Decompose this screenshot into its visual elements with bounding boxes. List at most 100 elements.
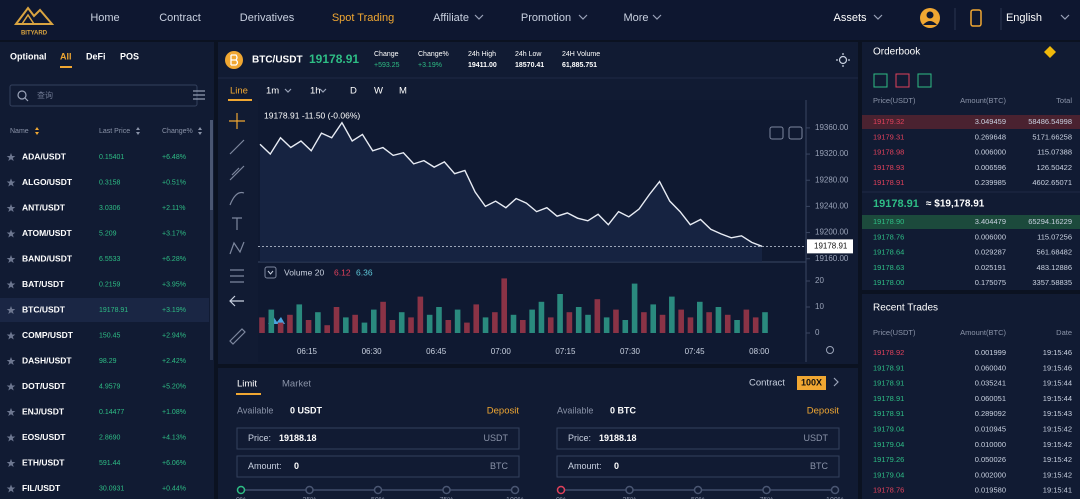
slider-stop[interactable] xyxy=(236,485,246,495)
slider-stop[interactable] xyxy=(830,485,840,495)
favorite-star[interactable] xyxy=(6,255,16,263)
price-value: 19188.18 xyxy=(599,433,637,443)
trade-price: 19179.04 xyxy=(873,470,904,479)
input-label: Price: xyxy=(568,433,591,443)
volume-bar xyxy=(575,307,582,333)
book-view-icon[interactable] xyxy=(873,73,888,88)
nav-link[interactable]: Derivatives xyxy=(240,12,295,24)
app-icon[interactable] xyxy=(970,9,982,27)
market-pair[interactable]: ANT/USDT xyxy=(22,202,66,212)
interval-tab[interactable]: M xyxy=(399,86,407,97)
favorite-star[interactable] xyxy=(6,408,16,416)
trade-price: 19178.76 xyxy=(873,486,904,495)
favorite-star[interactable] xyxy=(6,229,16,238)
favorite-star[interactable] xyxy=(6,357,16,365)
market-pair[interactable]: BTC/USDT xyxy=(22,304,66,314)
slider-stop[interactable] xyxy=(373,485,383,495)
book-cell: 0.029287 xyxy=(975,248,1006,257)
market-pair[interactable]: BAND/USDT xyxy=(22,253,73,263)
market-pair[interactable]: EOS/USDT xyxy=(22,432,66,442)
amount-input[interactable] xyxy=(556,455,840,478)
deposit-link[interactable]: Deposit xyxy=(487,406,520,417)
favorite-star[interactable] xyxy=(6,484,16,493)
price-input[interactable] xyxy=(236,427,520,450)
volume-bar xyxy=(454,309,461,333)
column-header[interactable]: Change% xyxy=(162,128,193,135)
nav-link[interactable]: Promotion xyxy=(521,12,571,24)
column-header[interactable]: Last Price xyxy=(99,128,130,135)
price-input[interactable] xyxy=(556,427,840,450)
slider-stop[interactable] xyxy=(510,485,520,495)
slider-stop[interactable] xyxy=(556,485,566,495)
deposit-link[interactable]: Deposit xyxy=(807,406,840,417)
market-pair[interactable]: DOT/USDT xyxy=(22,381,66,391)
assets-menu[interactable]: Assets xyxy=(833,12,867,24)
column-header[interactable]: Name xyxy=(10,128,29,135)
volume-bar xyxy=(482,317,489,333)
trade-amount: 0.019580 xyxy=(975,486,1006,495)
market-pair[interactable]: ENJ/USDT xyxy=(22,406,65,416)
favorite-star[interactable] xyxy=(6,433,16,442)
scrollbar-thumb[interactable] xyxy=(210,120,213,210)
order-tab[interactable]: Market xyxy=(282,379,311,390)
slider-stop[interactable] xyxy=(762,485,771,495)
favorite-star[interactable] xyxy=(6,178,16,187)
market-pair[interactable]: ATOM/USDT xyxy=(22,228,73,238)
market-pair[interactable]: ALGO/USDT xyxy=(22,177,73,187)
favorite-star[interactable] xyxy=(6,459,16,467)
nav-link[interactable]: Home xyxy=(90,12,119,24)
order-tab[interactable]: Limit xyxy=(237,379,257,390)
market-pair[interactable]: FIL/USDT xyxy=(22,483,61,493)
favorite-star[interactable] xyxy=(6,382,16,391)
market-pair[interactable]: COMP/USDT xyxy=(22,330,74,340)
favorite-star[interactable] xyxy=(6,280,16,289)
amount-input[interactable] xyxy=(236,455,520,478)
market-tab[interactable]: POS xyxy=(120,51,139,61)
slider-stop[interactable] xyxy=(693,485,703,495)
available-label: Available xyxy=(237,405,273,415)
favorite-star[interactable] xyxy=(6,306,16,314)
favorite-star[interactable] xyxy=(6,331,16,340)
volume-bar xyxy=(641,312,647,333)
chart-button[interactable] xyxy=(769,126,784,140)
favorite-star[interactable] xyxy=(6,204,16,212)
chart-button[interactable] xyxy=(788,126,803,140)
nav-link[interactable]: Contract xyxy=(159,12,201,24)
theme-toggle[interactable] xyxy=(838,55,848,65)
market-pair[interactable]: ADA/USDT xyxy=(22,151,67,161)
book-view-icon[interactable] xyxy=(895,73,910,88)
interval-tab[interactable]: 1h xyxy=(310,86,321,97)
volume-bar xyxy=(473,304,480,333)
nav-link[interactable]: Affiliate xyxy=(433,12,469,24)
interval-tab[interactable]: W xyxy=(374,86,383,97)
slider-stop[interactable] xyxy=(625,485,634,495)
available-value: 0 USDT xyxy=(290,405,323,415)
book-cell: 126.50422 xyxy=(1037,163,1072,172)
market-tab[interactable]: DeFi xyxy=(86,51,106,61)
list-icon[interactable] xyxy=(193,90,205,100)
nav-link[interactable]: More xyxy=(623,12,648,24)
market-tab[interactable]: Optional xyxy=(10,51,47,61)
drawing-tools[interactable] xyxy=(229,113,246,345)
market-tab[interactable]: All xyxy=(60,51,72,61)
book-view-icon[interactable] xyxy=(917,73,932,88)
interval-tab[interactable]: D xyxy=(350,86,357,97)
slider-stop[interactable] xyxy=(305,485,314,495)
volume-toggle[interactable] xyxy=(264,266,277,279)
language-menu[interactable]: English xyxy=(1006,12,1042,24)
market-pair[interactable]: ETH/USDT xyxy=(22,457,65,467)
market-pair[interactable]: DASH/USDT xyxy=(22,355,72,365)
contract-link[interactable]: Contract xyxy=(749,378,785,389)
market-pair[interactable]: BAT/USDT xyxy=(22,279,65,289)
book-price: 19178.90 xyxy=(873,217,904,226)
favorite-star[interactable] xyxy=(6,153,16,161)
interval-tab[interactable]: 1m xyxy=(266,86,279,97)
trade-amount: 0.289092 xyxy=(975,409,1006,418)
volume-bar xyxy=(557,294,563,333)
interval-tab[interactable]: Line xyxy=(230,86,248,97)
chart-settings[interactable] xyxy=(826,346,834,354)
trade-time: 19:15:46 xyxy=(1043,363,1072,372)
nav-link[interactable]: Spot Trading xyxy=(332,12,394,24)
slider-stop[interactable] xyxy=(442,485,451,495)
volume-bar xyxy=(464,322,470,333)
